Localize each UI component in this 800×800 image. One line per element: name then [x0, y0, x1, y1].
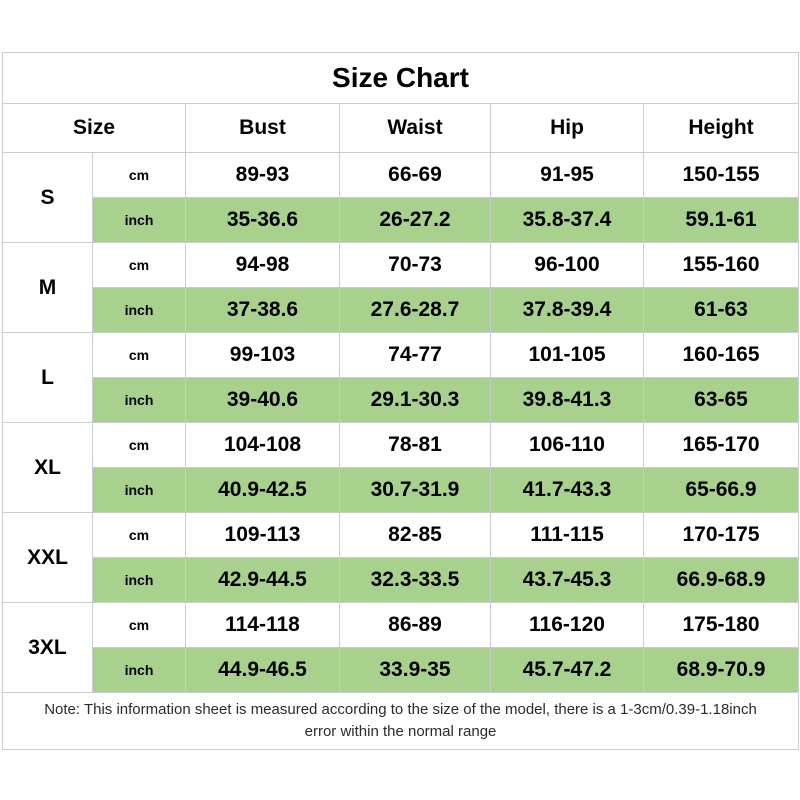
row-l-inch: inch 39-40.6 29.1-30.3 39.8-41.3 63-65: [3, 377, 800, 423]
cell-xxl-hip-inch: 43.7-45.3: [490, 557, 644, 603]
unit-label-inch: inch: [92, 287, 186, 333]
row-xl-cm: XL cm 104-108 78-81 106-110 165-170: [2, 422, 800, 513]
row-3xl-cm: 3XL cm 114-118 86-89 116-120 175-180: [2, 602, 800, 693]
size-label-xxl: XXL: [2, 512, 93, 603]
cell-s-bust-inch: 35-36.6: [185, 197, 340, 243]
cell-xl-bust-cm: 104-108: [185, 422, 340, 468]
cell-m-bust-inch: 37-38.6: [185, 287, 340, 333]
size-label-m: M: [2, 242, 93, 333]
unit-label-inch: inch: [92, 467, 186, 513]
cell-3xl-height-cm: 175-180: [642, 602, 800, 648]
cell-l-hip-cm: 101-105: [490, 332, 644, 378]
cell-m-height-cm: 155-160: [642, 242, 800, 288]
cell-m-height-inch: 61-63: [642, 287, 800, 333]
cell-3xl-bust-cm: 114-118: [185, 602, 340, 648]
cell-l-height-inch: 63-65: [642, 377, 800, 423]
cell-3xl-waist-cm: 86-89: [339, 602, 491, 648]
cell-m-waist-cm: 70-73: [339, 242, 491, 288]
cell-xxl-bust-inch: 42.9-44.5: [185, 557, 340, 603]
cell-l-hip-inch: 39.8-41.3: [490, 377, 644, 423]
cell-xl-height-cm: 165-170: [642, 422, 800, 468]
size-label-l: L: [2, 332, 93, 423]
col-header-bust: Bust: [185, 103, 340, 153]
row-xl-inch: inch 40.9-42.5 30.7-31.9 41.7-43.3 65-66…: [3, 467, 800, 513]
cell-3xl-waist-inch: 33.9-35: [339, 647, 491, 693]
col-header-waist: Waist: [339, 103, 491, 153]
size-label-xl: XL: [2, 422, 93, 513]
note-row: Note: This information sheet is measured…: [1, 692, 800, 750]
cell-xxl-height-cm: 170-175: [642, 512, 800, 558]
cell-xl-hip-inch: 41.7-43.3: [490, 467, 644, 513]
unit-label-inch: inch: [92, 647, 186, 693]
cell-s-height-inch: 59.1-61: [642, 197, 800, 243]
col-header-size: Size: [2, 103, 186, 153]
unit-label-inch: inch: [92, 557, 186, 603]
cell-3xl-height-inch: 68.9-70.9: [642, 647, 800, 693]
cell-s-waist-cm: 66-69: [339, 152, 491, 198]
cell-xxl-height-inch: 66.9-68.9: [642, 557, 800, 603]
cell-l-bust-cm: 99-103: [185, 332, 340, 378]
cell-xl-height-inch: 65-66.9: [642, 467, 800, 513]
title-row: Size Chart: [1, 52, 800, 104]
cell-s-height-cm: 150-155: [642, 152, 800, 198]
col-header-hip: Hip: [490, 103, 644, 153]
cell-xl-hip-cm: 106-110: [490, 422, 644, 468]
row-l-cm: L cm 99-103 74-77 101-105 160-165: [2, 332, 800, 423]
cell-m-bust-cm: 94-98: [185, 242, 340, 288]
cell-xl-waist-cm: 78-81: [339, 422, 491, 468]
cell-3xl-bust-inch: 44.9-46.5: [185, 647, 340, 693]
header-row: Size Bust Waist Hip Height: [2, 103, 800, 153]
page-title: Size Chart: [1, 52, 800, 104]
cell-m-hip-inch: 37.8-39.4: [490, 287, 644, 333]
row-xxl-inch: inch 42.9-44.5 32.3-33.5 43.7-45.3 66.9-…: [3, 557, 800, 603]
cell-l-waist-inch: 29.1-30.3: [339, 377, 491, 423]
cell-3xl-hip-inch: 45.7-47.2: [490, 647, 644, 693]
cell-s-waist-inch: 26-27.2: [339, 197, 491, 243]
note-text: Note: This information sheet is measured…: [1, 692, 800, 750]
col-header-height: Height: [642, 103, 800, 153]
unit-label-cm: cm: [92, 332, 186, 378]
unit-label-inch: inch: [92, 377, 186, 423]
cell-l-height-cm: 160-165: [642, 332, 800, 378]
unit-label-cm: cm: [92, 602, 186, 648]
cell-xxl-waist-inch: 32.3-33.5: [339, 557, 491, 603]
cell-xl-waist-inch: 30.7-31.9: [339, 467, 491, 513]
unit-label-cm: cm: [92, 512, 186, 558]
unit-label-cm: cm: [92, 422, 186, 468]
cell-3xl-hip-cm: 116-120: [490, 602, 644, 648]
size-label-s: S: [2, 152, 93, 243]
size-chart-table: Size Chart Size Bust Waist Hip Height S …: [1, 52, 800, 750]
cell-m-waist-inch: 27.6-28.7: [339, 287, 491, 333]
row-3xl-inch: inch 44.9-46.5 33.9-35 45.7-47.2 68.9-70…: [3, 647, 800, 693]
row-xxl-cm: XXL cm 109-113 82-85 111-115 170-175: [2, 512, 800, 603]
cell-s-hip-inch: 35.8-37.4: [490, 197, 644, 243]
row-m-inch: inch 37-38.6 27.6-28.7 37.8-39.4 61-63: [3, 287, 800, 333]
unit-label-cm: cm: [92, 152, 186, 198]
cell-xxl-hip-cm: 111-115: [490, 512, 644, 558]
cell-xxl-bust-cm: 109-113: [185, 512, 340, 558]
cell-m-hip-cm: 96-100: [490, 242, 644, 288]
unit-label-cm: cm: [92, 242, 186, 288]
cell-xxl-waist-cm: 82-85: [339, 512, 491, 558]
row-m-cm: M cm 94-98 70-73 96-100 155-160: [2, 242, 800, 333]
cell-s-bust-cm: 89-93: [185, 152, 340, 198]
cell-l-bust-inch: 39-40.6: [185, 377, 340, 423]
unit-label-inch: inch: [92, 197, 186, 243]
size-label-3xl: 3XL: [2, 602, 93, 693]
row-s-inch: inch 35-36.6 26-27.2 35.8-37.4 59.1-61: [3, 197, 800, 243]
cell-xl-bust-inch: 40.9-42.5: [185, 467, 340, 513]
row-s-cm: S cm 89-93 66-69 91-95 150-155: [2, 152, 800, 243]
cell-s-hip-cm: 91-95: [490, 152, 644, 198]
cell-l-waist-cm: 74-77: [339, 332, 491, 378]
